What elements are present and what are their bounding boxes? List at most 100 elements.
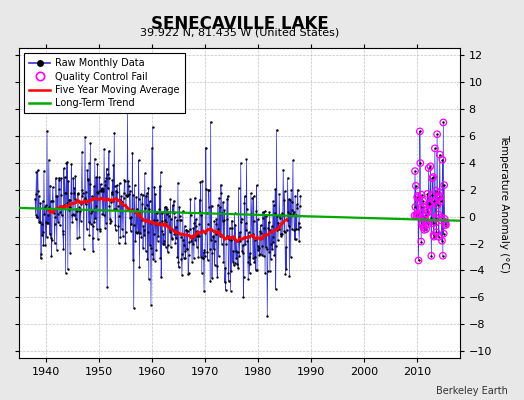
Point xyxy=(423,191,432,197)
Point xyxy=(154,237,162,244)
Point xyxy=(291,236,300,242)
Point xyxy=(140,232,148,238)
Point xyxy=(61,270,70,276)
Point xyxy=(61,174,69,180)
Point xyxy=(441,222,449,228)
Point xyxy=(238,248,246,255)
Point xyxy=(132,238,140,244)
Point xyxy=(425,202,433,208)
Point xyxy=(424,165,433,171)
Point xyxy=(264,225,272,231)
Point xyxy=(241,193,249,199)
Point xyxy=(422,226,430,232)
Point xyxy=(113,182,121,188)
Point xyxy=(271,186,279,192)
Point xyxy=(199,254,207,261)
Point xyxy=(203,257,212,263)
Point xyxy=(441,219,450,226)
Point xyxy=(138,201,146,207)
Point xyxy=(270,202,278,208)
Point xyxy=(76,206,84,212)
Point xyxy=(434,195,442,201)
Point xyxy=(63,159,72,166)
Point xyxy=(53,193,61,200)
Point xyxy=(66,196,74,203)
Point xyxy=(428,192,436,198)
Point xyxy=(106,220,114,226)
Point xyxy=(420,204,428,210)
Point xyxy=(156,183,164,189)
Point xyxy=(432,229,440,236)
Point xyxy=(287,187,296,193)
Point xyxy=(127,214,135,220)
Point xyxy=(193,228,201,234)
Point xyxy=(222,216,231,222)
Point xyxy=(126,188,134,194)
Point xyxy=(170,230,179,237)
Point xyxy=(284,209,292,215)
Point xyxy=(42,202,50,208)
Point xyxy=(167,215,176,222)
Point xyxy=(214,253,223,260)
Point xyxy=(118,202,127,208)
Point xyxy=(283,217,291,224)
Point xyxy=(196,209,204,216)
Point xyxy=(157,228,166,234)
Point xyxy=(222,286,230,293)
Point xyxy=(97,186,105,193)
Point xyxy=(225,236,233,242)
Point xyxy=(233,261,242,268)
Point xyxy=(242,227,250,233)
Point xyxy=(140,170,149,176)
Point xyxy=(80,195,89,201)
Point xyxy=(100,146,108,152)
Point xyxy=(429,220,437,226)
Point xyxy=(211,261,219,268)
Point xyxy=(205,187,213,194)
Point xyxy=(163,249,172,255)
Point xyxy=(178,272,186,278)
Point xyxy=(68,212,76,218)
Point xyxy=(273,212,281,219)
Point xyxy=(419,198,427,204)
Point xyxy=(419,224,428,230)
Point xyxy=(35,219,43,226)
Point xyxy=(90,218,99,225)
Point xyxy=(138,192,147,198)
Point xyxy=(245,254,253,260)
Point xyxy=(272,243,280,249)
Point xyxy=(92,174,100,180)
Point xyxy=(94,190,103,196)
Point xyxy=(32,169,40,175)
Point xyxy=(141,248,150,254)
Point xyxy=(188,259,196,266)
Point xyxy=(123,193,132,199)
Point xyxy=(198,178,206,184)
Point xyxy=(106,216,114,222)
Point xyxy=(204,187,213,193)
Point xyxy=(124,192,132,198)
Point xyxy=(224,193,232,199)
Point xyxy=(169,209,177,216)
Point xyxy=(252,266,260,273)
Point xyxy=(122,192,130,198)
Point xyxy=(60,165,68,171)
Point xyxy=(191,194,199,201)
Point xyxy=(162,204,170,210)
Text: Berkeley Earth: Berkeley Earth xyxy=(436,386,508,396)
Point xyxy=(215,194,223,201)
Point xyxy=(43,212,52,218)
Point xyxy=(202,186,211,192)
Point xyxy=(237,215,246,222)
Point xyxy=(254,247,262,253)
Point xyxy=(412,182,420,189)
Point xyxy=(191,236,199,243)
Point xyxy=(255,252,264,258)
Point xyxy=(75,203,83,210)
Point xyxy=(166,229,174,235)
Point xyxy=(151,221,160,227)
Point xyxy=(188,234,196,240)
Point xyxy=(38,232,46,238)
Point xyxy=(442,222,450,228)
Point xyxy=(256,228,264,235)
